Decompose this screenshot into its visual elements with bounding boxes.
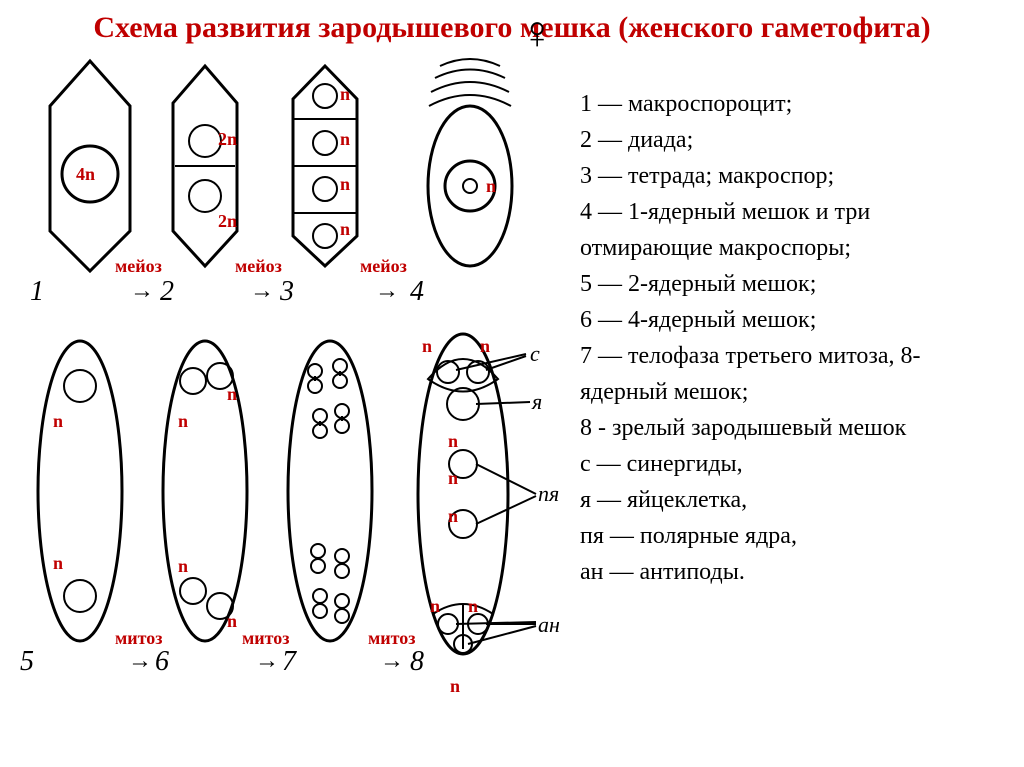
legend: 1 — макроспороцит; 2 — диада; 3 — тетрад…: [580, 56, 1004, 716]
stage-8-n-5: n: [448, 506, 458, 527]
legend-item: 2 — диада;: [580, 122, 1004, 158]
stage-3-ploidy-4: n: [340, 219, 350, 240]
stage-2-ploidy-2: 2n: [218, 211, 237, 232]
stage-4-cell: [415, 56, 525, 271]
diagram-title: Схема развития зародышевого мешка (женск…: [20, 10, 1004, 46]
stage-3-ploidy-2: n: [340, 129, 350, 150]
legend-item: я — яйцеклетка,: [580, 482, 1004, 518]
stage-5-ploidy-2: n: [53, 553, 63, 574]
stage-4-num: 4: [410, 276, 424, 308]
stage-6-num: 6: [155, 646, 169, 678]
legend-item: пя — полярные ядра,: [580, 518, 1004, 554]
label-antipodals: ан: [538, 612, 560, 638]
legend-item: с — синергиды,: [580, 446, 1004, 482]
arrow-6-7: →: [255, 648, 279, 675]
stage-7-cell: [280, 331, 380, 651]
arrow-3-4: →: [375, 278, 399, 305]
stage-6-ploidy-1: n: [227, 384, 237, 405]
stage-3-num: 3: [280, 276, 294, 308]
legend-item: 3 — тетрада; макроспор;: [580, 158, 1004, 194]
stage-7-num: 7: [282, 646, 296, 678]
legend-item: 5 — 2-ядерный мешок;: [580, 266, 1004, 302]
legend-item: 6 — 4-ядерный мешок;: [580, 302, 1004, 338]
stage-1-ploidy: 4n: [76, 164, 95, 185]
stage-8-n-2: n: [480, 336, 490, 357]
legend-item: 8 - зрелый зародышевый мешок: [580, 410, 1004, 446]
stage-8-n-4: n: [448, 468, 458, 489]
stage-8-n-1: n: [422, 336, 432, 357]
stage-6-ploidy-3: n: [178, 556, 188, 577]
label-synergids: c: [530, 341, 540, 367]
arrow-1-2: →: [130, 278, 154, 305]
female-symbol: ♀: [520, 6, 590, 59]
stage-5-num: 5: [20, 646, 34, 678]
process-meiosis-1: мейоз: [115, 256, 162, 277]
legend-item: ан — антиподы.: [580, 554, 1004, 590]
stage-6-ploidy-2: n: [178, 411, 188, 432]
stage-8-n-7: n: [468, 596, 478, 617]
stage-3-ploidy-1: n: [340, 84, 350, 105]
stage-5-ploidy-1: n: [53, 411, 63, 432]
stage-4-ploidy: n: [486, 176, 496, 197]
stage-6-ploidy-4: n: [227, 611, 237, 632]
stage-8-n-6: n: [430, 596, 440, 617]
arrow-5-6: →: [128, 648, 152, 675]
stage-8-n-8: n: [450, 676, 460, 697]
legend-item: 7 — телофаза третьего митоза, 8-ядерный …: [580, 338, 1004, 410]
stage-5-cell: [30, 331, 130, 651]
stage-2-num: 2: [160, 276, 174, 308]
label-polar: пя: [538, 481, 559, 507]
stage-2-cell: [165, 61, 245, 271]
stage-1-num: 1: [30, 276, 44, 308]
stage-3-ploidy-3: n: [340, 174, 350, 195]
diagram-area: ♀ 4n 1 мейоз → 2n 2n 2 мейоз →: [20, 56, 560, 716]
label-egg: я: [532, 389, 542, 415]
arrow-2-3: →: [250, 278, 274, 305]
stage-2-ploidy-1: 2n: [218, 129, 237, 150]
stage-6-cell: [155, 331, 255, 651]
stage-8-num: 8: [410, 646, 424, 678]
arrow-7-8: →: [380, 648, 404, 675]
stage-3-cell: [285, 61, 365, 271]
process-meiosis-3: мейоз: [360, 256, 407, 277]
stage-8-n-3: n: [448, 431, 458, 452]
process-meiosis-2: мейоз: [235, 256, 282, 277]
legend-item: 4 — 1-ядерный мешок и три отмирающие мак…: [580, 194, 1004, 266]
legend-item: 1 — макроспороцит;: [580, 86, 1004, 122]
